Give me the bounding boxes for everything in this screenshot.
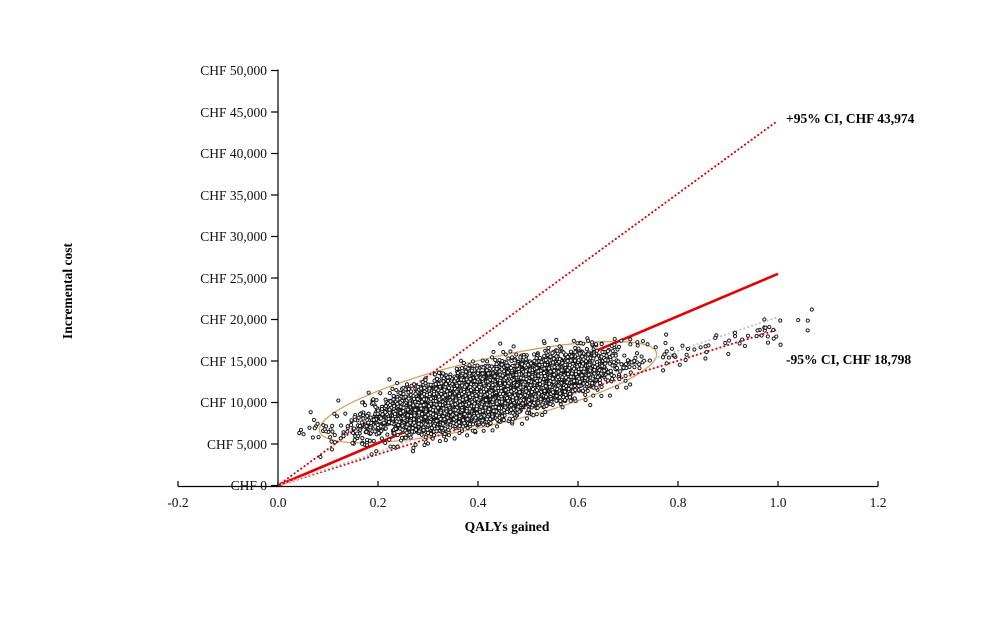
- x-tick-label: -0.2: [167, 495, 189, 510]
- x-tick-label: 1.2: [869, 495, 887, 510]
- y-tick-label: CHF 30,000: [200, 229, 267, 244]
- y-tick-label: CHF 40,000: [200, 146, 267, 161]
- y-tick-label: CHF 25,000: [200, 270, 267, 286]
- y-tick-label: CHF 50,000: [200, 63, 267, 78]
- x-tick-label: 0.0: [269, 495, 287, 510]
- y-tick-label: CHF 10,000: [200, 395, 267, 410]
- upper-ci-annotation: +95% CI, CHF 43,974: [786, 110, 915, 126]
- y-tick-label: CHF 0: [230, 478, 267, 493]
- x-tick-label: 0.8: [669, 495, 687, 510]
- x-tick-label: 1.0: [769, 495, 787, 510]
- x-tick-label: 0.6: [569, 495, 587, 510]
- x-tick-label: 0.2: [369, 495, 387, 510]
- lower-ci-annotation: -95% CI, CHF 18,798: [786, 351, 912, 367]
- y-tick-label: CHF 20,000: [200, 312, 267, 327]
- x-tick-label: 0.4: [469, 495, 487, 510]
- y-tick-label: CHF 45,000: [200, 104, 267, 120]
- y-tick-label: CHF 5,000: [206, 436, 267, 452]
- x-axis-title: QALYs gained: [464, 519, 550, 534]
- y-axis-title: Incremental cost: [60, 242, 75, 340]
- y-tick-label: CHF 15,000: [200, 353, 267, 369]
- y-tick-label: CHF 35,000: [200, 187, 267, 203]
